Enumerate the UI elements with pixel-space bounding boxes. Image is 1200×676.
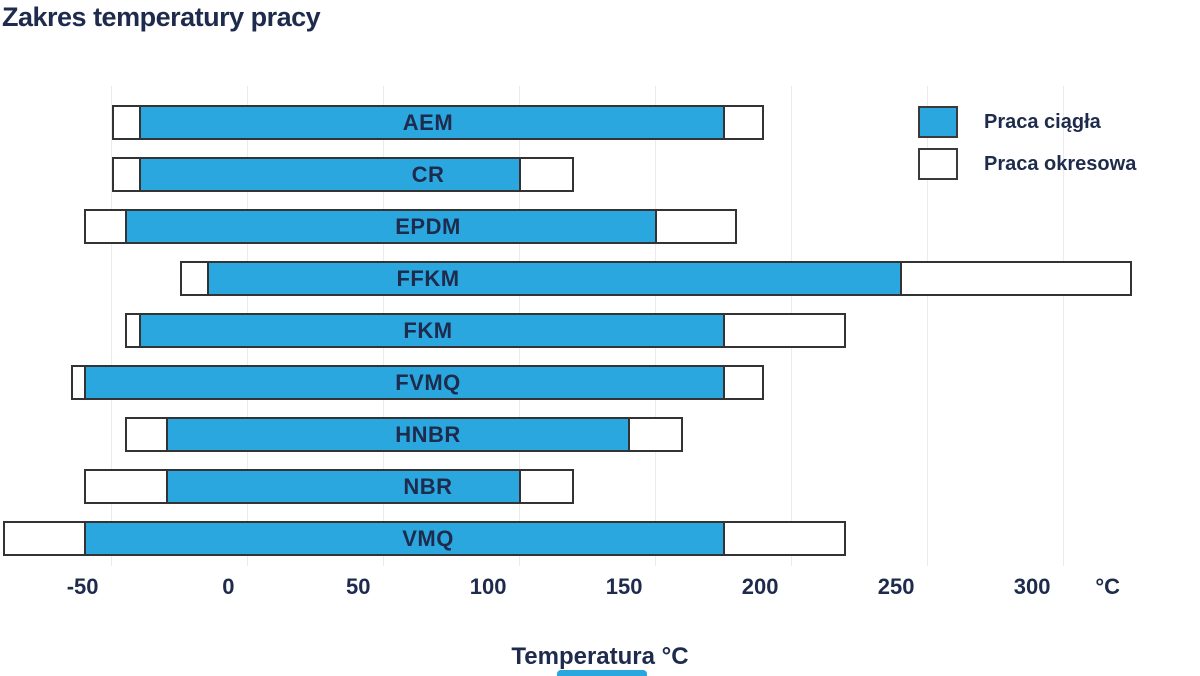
bar-intermittent-vmq [2,521,846,556]
x-tick-label-200: 200 [741,574,779,599]
bar-intermittent-epdm [84,209,738,244]
bar-intermittent-cr [111,157,574,192]
legend-item-intermittent: Praca okresowa [918,148,1136,180]
x-tick-label-100: 100 [469,574,507,599]
legend-item-continuous: Praca ciągła [918,106,1136,138]
bar-continuous-hnbr [165,417,631,452]
material-label-nbr: NBR [403,474,453,499]
material-label-ffkm: FFKM [396,266,460,291]
bar-continuous-epdm [125,209,658,244]
bar-continuous-ffkm [206,261,903,296]
x-tick-label-300: 300 [1013,574,1051,599]
legend-swatch-intermittent [918,148,958,180]
bar-continuous-aem [138,105,726,140]
bottom-accent-strip [557,670,647,676]
bar-continuous-vmq [84,521,726,556]
material-label-fkm: FKM [403,318,453,343]
x-axis-title: Temperatura °C [511,643,689,670]
x-tick-label--50: -50 [66,574,99,599]
material-label-vmq: VMQ [402,526,454,551]
chart-title: Zakres temperatury pracy [2,2,321,32]
gridline-250 [927,86,928,566]
legend: Praca ciągła Praca okresowa [918,106,1136,190]
bar-continuous-nbr [165,469,522,504]
bar-intermittent-hnbr [125,417,683,452]
x-axis-unit-label: °C [1095,574,1120,599]
bar-continuous-fvmq [84,365,726,400]
material-label-aem: AEM [402,110,454,135]
bar-continuous-cr [138,157,522,192]
legend-label-intermittent: Praca okresowa [984,152,1137,175]
x-tick-label-0: 0 [222,574,235,599]
legend-swatch-continuous [918,106,958,138]
material-label-fvmq: FVMQ [395,370,461,395]
legend-label-continuous: Praca ciągła [984,110,1101,133]
bar-intermittent-fvmq [70,365,765,400]
x-tick-label-250: 250 [877,574,915,599]
bar-intermittent-fkm [125,313,846,348]
bar-intermittent-aem [111,105,765,140]
x-tick-label-150: 150 [605,574,643,599]
gridline-300 [1063,86,1064,566]
material-label-hnbr: HNBR [395,422,461,447]
bar-continuous-fkm [138,313,726,348]
gridline--50 [111,86,112,566]
bar-intermittent-ffkm [179,261,1132,296]
bar-intermittent-nbr [84,469,574,504]
x-tick-label-50: 50 [346,574,371,599]
material-label-epdm: EPDM [395,214,461,239]
material-label-cr: CR [411,162,445,187]
